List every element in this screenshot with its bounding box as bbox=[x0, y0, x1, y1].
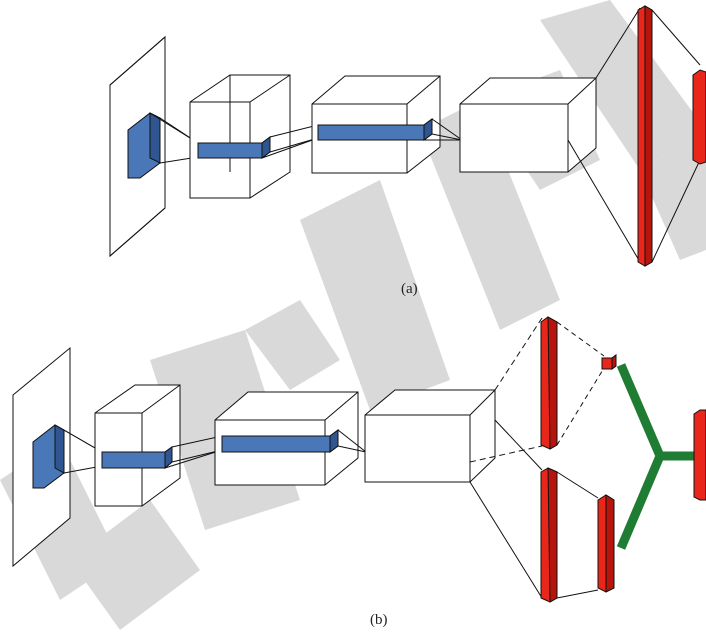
fc-upper-unit bbox=[601, 354, 617, 370]
kernel-a2 bbox=[197, 124, 319, 159]
panel-b bbox=[12, 316, 706, 603]
branch-merge bbox=[616, 363, 700, 550]
branch-link-solid-2 bbox=[469, 481, 543, 599]
branch-link-dashed-1 bbox=[494, 317, 543, 391]
fc-link-a2 bbox=[567, 139, 641, 263]
fc-lower-bar bbox=[540, 467, 558, 603]
fc-link-a1 bbox=[595, 7, 641, 79]
lower-link-1 bbox=[556, 471, 599, 499]
caption-a: (a) bbox=[401, 281, 418, 297]
kernel-b3 bbox=[221, 429, 367, 453]
kernel-b1 bbox=[32, 424, 103, 489]
lower-link-2 bbox=[556, 589, 599, 599]
kernel-a3 bbox=[317, 118, 463, 141]
kernel-b2 bbox=[101, 435, 223, 470]
conv-block-a2 bbox=[189, 74, 291, 199]
upper-dashed-1 bbox=[556, 321, 605, 357]
fc-lower-bar-2 bbox=[597, 494, 615, 593]
branch-link-solid-1 bbox=[494, 419, 543, 471]
conv-block-b4 bbox=[364, 389, 496, 483]
fc-link-a3 bbox=[651, 9, 701, 66]
branch-link-dashed-2 bbox=[469, 445, 543, 463]
upper-dashed-2 bbox=[556, 367, 605, 446]
conv-block-b2 bbox=[94, 384, 181, 507]
panel-a bbox=[109, 5, 706, 267]
fc-upper-bar bbox=[540, 316, 558, 450]
fc-output-bar bbox=[693, 409, 706, 501]
fc-layer-a1 bbox=[637, 5, 653, 267]
caption-b: (b) bbox=[370, 612, 388, 628]
fc-layer-a2 bbox=[692, 69, 706, 165]
conv-block-a4 bbox=[459, 77, 597, 173]
fc-link-a4 bbox=[651, 159, 701, 263]
